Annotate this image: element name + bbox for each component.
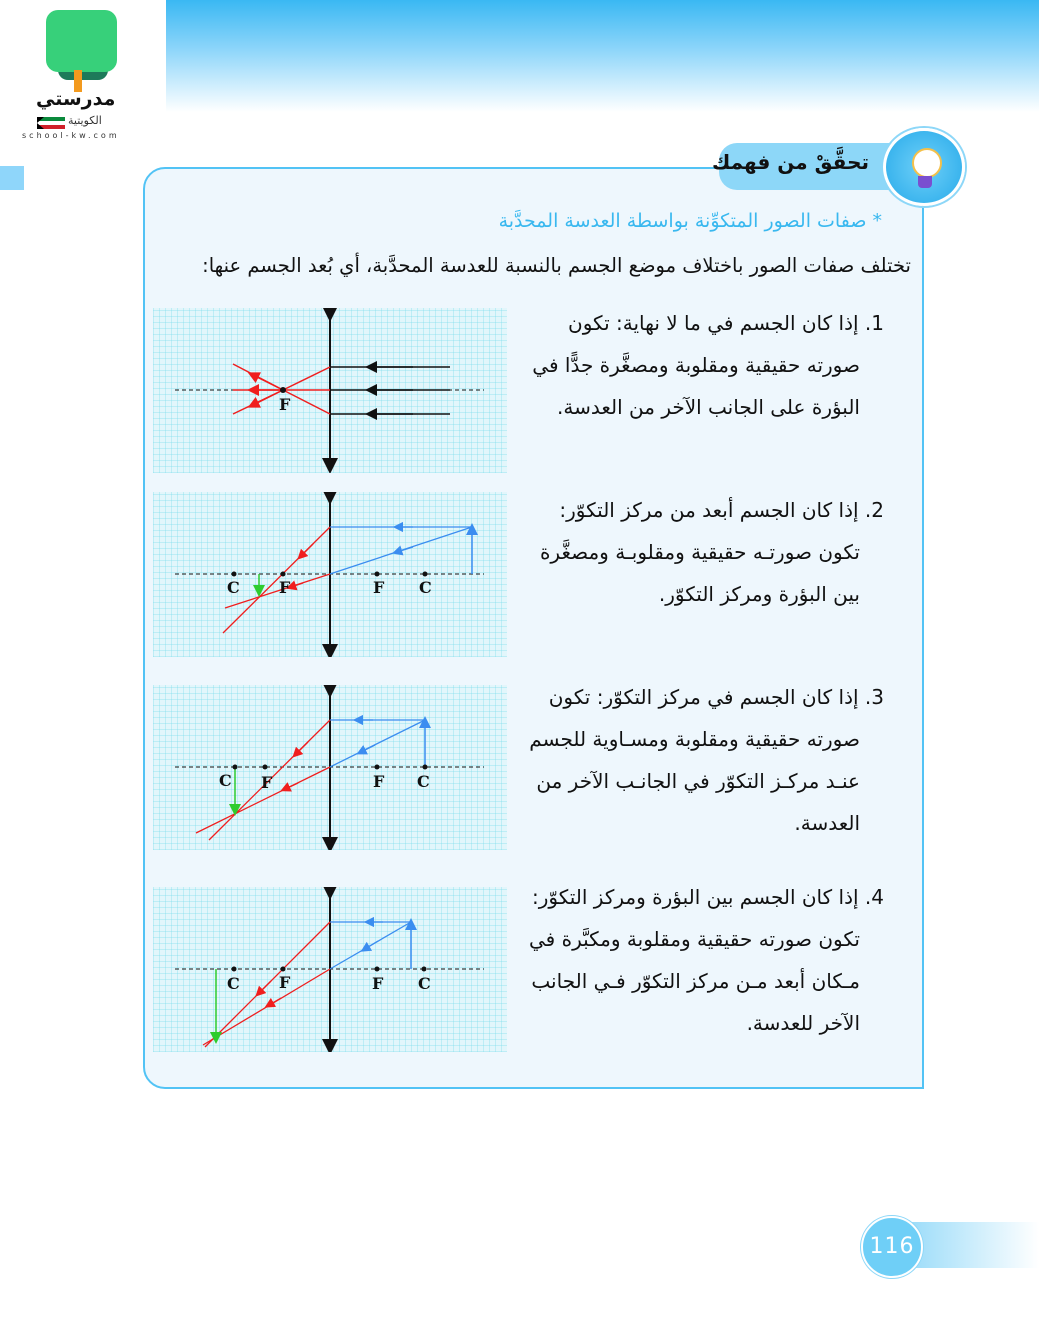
item-text: تكون صورتـه حقيقية ومقلوبـة ومصغَّرة بين…: [539, 540, 860, 606]
logo-shape: [74, 70, 82, 92]
logo-sub: الكويتية: [68, 114, 102, 127]
list-item: 3. إذا كان الجسم في مركز التكوّر: تكون صو…: [514, 676, 884, 844]
label-c: C: [419, 578, 432, 597]
label-c: C: [418, 974, 431, 993]
label-c: C: [219, 771, 232, 790]
incident-rays: [329, 521, 473, 575]
bulb-glass: [912, 148, 942, 178]
site-logo: مدرستي الكويتية school-kw.com: [0, 0, 166, 150]
item-first-line: 3. إذا كان الجسم في مركز التكوّر: تكون: [548, 685, 884, 709]
logo-url: school-kw.com: [22, 131, 120, 140]
label-c: C: [227, 578, 240, 597]
logo-name: مدرستي: [36, 88, 116, 110]
label-c: C: [417, 772, 430, 791]
item-first-line: 1. إذا كان الجسم في ما لا نهاية: تكون: [568, 311, 884, 335]
label-f: F: [279, 395, 291, 414]
list-item: 4. إذا كان الجسم بين البؤرة ومركز التكوّ…: [514, 876, 884, 1044]
label-f: F: [373, 578, 385, 597]
refracted-rays: [222, 526, 331, 634]
ray-diagram-infinity: F: [153, 308, 507, 473]
focal-point: [280, 387, 286, 393]
ray-diagram-between-f-c: C F F C: [153, 887, 507, 1052]
bulb-base: [918, 176, 932, 188]
label-f: F: [279, 973, 291, 992]
item-text: تكون صورته حقيقية ومقلوبة ومكبَّرة في مـ…: [529, 927, 860, 1035]
item-first-line: 4. إذا كان الجسم بين البؤرة ومركز التكوّ…: [531, 885, 884, 909]
logo-shape: [46, 10, 117, 72]
header-band: [166, 0, 1039, 112]
kuwait-flag-icon: [37, 117, 65, 129]
list-item: 2. إذا كان الجسم أبعد من مركز التكوّر: تك…: [514, 489, 884, 615]
ray-diagram-beyond-c: C F F C: [153, 492, 507, 657]
label-f: F: [373, 772, 385, 791]
section-title: تحقَّقْ من فهمك: [712, 150, 869, 174]
parallel-rays: [330, 361, 450, 420]
item-text: صورته حقيقية ومقلوبة ومسـاوية للجسم عنـد…: [529, 727, 860, 835]
ray-diagram-at-c: C F F C: [153, 685, 507, 850]
item-text: صورته حقيقية ومقلوبة ومصغَّرة جدًّا في ا…: [532, 353, 860, 419]
refracted-rays: [202, 921, 331, 1048]
item-first-line: 2. إذا كان الجسم أبعد من مركز التكوّر:: [559, 498, 884, 522]
list-item: 1. إذا كان الجسم في ما لا نهاية: تكون صور…: [514, 302, 884, 428]
label-c: C: [227, 974, 240, 993]
label-f: F: [261, 773, 273, 792]
lightbulb-icon: [883, 128, 965, 206]
intro-text: تختلف صفات الصور باختلاف موضع الجسم بالن…: [202, 254, 911, 277]
title-pill: [719, 143, 909, 190]
incident-rays: [329, 714, 426, 768]
subtitle: * صفات الصور المتكوِّنة بواسطة العدسة ال…: [498, 210, 882, 232]
incident-rays: [329, 916, 412, 970]
page-number: 116: [861, 1216, 923, 1278]
label-f: F: [279, 578, 291, 597]
label-f: F: [372, 974, 384, 993]
decor-square: [0, 166, 24, 190]
refracted-rays: [195, 719, 331, 841]
